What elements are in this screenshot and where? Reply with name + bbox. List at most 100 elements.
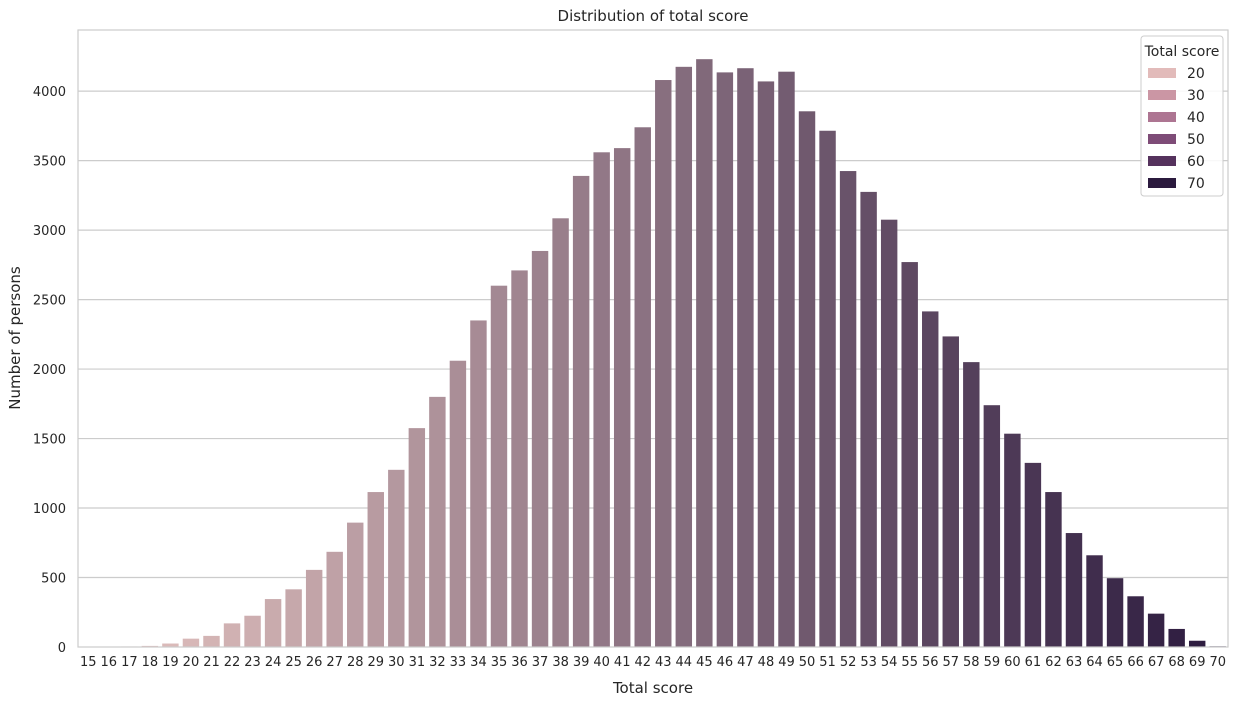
x-tick-label: 27 bbox=[326, 655, 343, 670]
bar-52 bbox=[839, 171, 857, 648]
y-tick-label: 2000 bbox=[33, 363, 66, 378]
legend-swatch bbox=[1148, 68, 1176, 78]
bar-33 bbox=[449, 360, 467, 647]
legend-swatch bbox=[1148, 112, 1176, 122]
legend-entry: 40 bbox=[1148, 110, 1205, 126]
x-tick-label: 49 bbox=[778, 655, 795, 670]
x-tick-label: 50 bbox=[799, 655, 816, 670]
x-tick-label: 35 bbox=[491, 655, 508, 670]
bar-29 bbox=[367, 492, 384, 647]
x-tick-label: 33 bbox=[450, 655, 467, 670]
y-tick-label: 1500 bbox=[33, 433, 66, 448]
y-tick-label: 4000 bbox=[33, 85, 66, 100]
x-tick-label: 36 bbox=[511, 655, 528, 670]
bar-61 bbox=[1024, 462, 1042, 647]
x-tick-label: 70 bbox=[1209, 655, 1226, 670]
x-tick-label: 45 bbox=[696, 655, 713, 670]
legend-title: Total score bbox=[1144, 44, 1220, 60]
bar-66 bbox=[1127, 596, 1144, 647]
bar-41 bbox=[613, 148, 631, 647]
y-tick-label: 0 bbox=[58, 641, 66, 656]
x-tick-label: 52 bbox=[840, 655, 857, 670]
x-tick-label: 65 bbox=[1107, 655, 1124, 670]
bar-63 bbox=[1065, 533, 1083, 647]
bar-57 bbox=[942, 336, 959, 647]
bar-38 bbox=[552, 218, 569, 647]
chart-title: Distribution of total score bbox=[558, 7, 749, 25]
x-tick-label: 18 bbox=[142, 655, 159, 670]
legend-label: 70 bbox=[1187, 176, 1205, 192]
bar-35 bbox=[490, 285, 508, 647]
bar-67 bbox=[1147, 613, 1165, 647]
x-tick-label: 34 bbox=[470, 655, 487, 670]
bar-60 bbox=[1004, 433, 1021, 647]
bar-40 bbox=[593, 152, 610, 648]
x-tick-label: 19 bbox=[162, 655, 179, 670]
x-tick-label: 64 bbox=[1086, 655, 1103, 670]
x-tick-label: 48 bbox=[758, 655, 775, 670]
x-tick-label: 17 bbox=[121, 655, 138, 670]
x-tick-labels: 15 16 17 18 19 20 21 22 23 24 25 26 27 28 29 30 31 32 33 34… bbox=[80, 655, 1226, 670]
x-tick-label: 26 bbox=[306, 655, 323, 670]
bar-54 bbox=[880, 219, 898, 648]
x-tick-label: 54 bbox=[881, 655, 898, 670]
bar-44 bbox=[675, 66, 693, 648]
bar-68 bbox=[1168, 628, 1185, 647]
bar-36 bbox=[511, 270, 528, 647]
bar-43 bbox=[655, 80, 672, 647]
bar-51 bbox=[819, 130, 836, 647]
legend-label: 40 bbox=[1187, 110, 1205, 126]
legend-label: 60 bbox=[1187, 154, 1205, 170]
bar-21 bbox=[203, 635, 220, 647]
legend-entry: 60 bbox=[1148, 154, 1205, 170]
x-tick-label: 29 bbox=[367, 655, 384, 670]
legend-entry: 50 bbox=[1148, 132, 1205, 148]
bar-62 bbox=[1045, 492, 1062, 647]
bar-47 bbox=[737, 68, 754, 647]
x-tick-label: 69 bbox=[1189, 655, 1206, 670]
bar-34 bbox=[470, 320, 487, 647]
legend-swatch bbox=[1148, 134, 1176, 144]
legend-swatch bbox=[1148, 178, 1176, 188]
x-tick-label: 60 bbox=[1004, 655, 1021, 670]
x-tick-label: 63 bbox=[1066, 655, 1083, 670]
x-tick-label: 47 bbox=[737, 655, 754, 670]
bar-50 bbox=[798, 111, 816, 647]
x-tick-label: 30 bbox=[388, 655, 405, 670]
x-tick-label: 32 bbox=[429, 655, 446, 670]
x-tick-label: 24 bbox=[265, 655, 282, 670]
bar-64 bbox=[1086, 555, 1103, 647]
x-tick-label: 23 bbox=[244, 655, 261, 670]
bar-31 bbox=[408, 428, 426, 647]
bar-30 bbox=[388, 469, 405, 647]
x-tick-label: 25 bbox=[285, 655, 302, 670]
bar-48 bbox=[757, 81, 775, 647]
bar-53 bbox=[860, 191, 877, 648]
x-tick-label: 20 bbox=[183, 655, 200, 670]
x-tick-label: 22 bbox=[224, 655, 241, 670]
legend-label: 50 bbox=[1187, 132, 1205, 148]
legend-entry: 30 bbox=[1148, 88, 1205, 104]
bar-45 bbox=[696, 59, 713, 647]
x-tick-label: 59 bbox=[984, 655, 1001, 670]
x-tick-label: 31 bbox=[409, 655, 426, 670]
bars bbox=[80, 59, 1226, 648]
x-tick-label: 46 bbox=[717, 655, 734, 670]
x-tick-label: 43 bbox=[655, 655, 672, 670]
x-tick-label: 16 bbox=[101, 655, 118, 670]
bar-25 bbox=[285, 589, 302, 647]
legend-swatch bbox=[1148, 90, 1176, 100]
x-tick-label: 15 bbox=[80, 655, 97, 670]
y-tick-label: 3500 bbox=[33, 155, 66, 170]
bar-19 bbox=[162, 643, 179, 647]
legend-swatch bbox=[1148, 156, 1176, 166]
bar-22 bbox=[223, 623, 241, 647]
x-tick-label: 66 bbox=[1127, 655, 1144, 670]
x-tick-label: 67 bbox=[1148, 655, 1165, 670]
y-tick-label: 1000 bbox=[33, 502, 66, 517]
bar-46 bbox=[716, 72, 734, 647]
y-tick-labels: 0 500 1000 1500 2000 2500 3000 3500 4000 bbox=[33, 85, 66, 656]
y-axis-title: Number of persons bbox=[6, 266, 24, 410]
x-tick-label: 55 bbox=[901, 655, 918, 670]
x-tick-label: 61 bbox=[1025, 655, 1042, 670]
